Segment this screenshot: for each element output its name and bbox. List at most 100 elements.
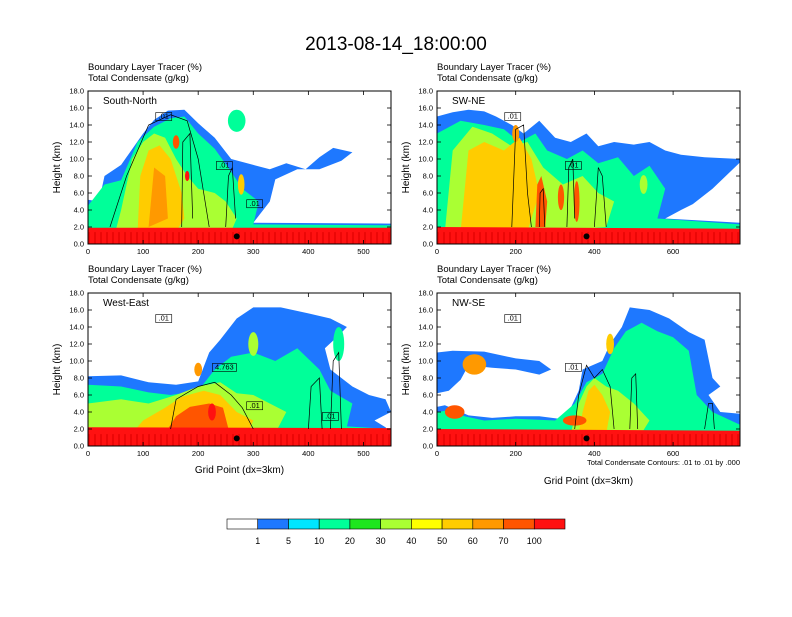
- surface-stripe: [569, 434, 571, 446]
- surface-stripe: [599, 232, 601, 244]
- surface-stripe: [719, 434, 721, 446]
- colorbar-swatch: [257, 518, 289, 530]
- surface-stripe: [539, 232, 541, 244]
- surface-stripe: [671, 232, 673, 244]
- surface-stripe: [695, 232, 697, 244]
- tracer-layer-5: [578, 384, 611, 434]
- colorbar-label: 30: [376, 536, 386, 546]
- colorbar-label: 40: [406, 536, 416, 546]
- surface-stripe: [593, 434, 595, 446]
- surface-stripe: [274, 232, 276, 244]
- surface-stripe: [214, 232, 216, 244]
- surface-stripe: [491, 434, 493, 446]
- surface-stripe: [100, 434, 102, 446]
- surface-stripe: [310, 232, 312, 244]
- surface-stripe: [671, 434, 673, 446]
- y-tick-label: 18.0: [418, 289, 433, 298]
- x-tick-label: 200: [509, 247, 522, 256]
- panel-frame: [436, 292, 741, 447]
- y-tick-label: 8.0: [74, 172, 84, 181]
- surface-stripe: [731, 232, 733, 244]
- colorbar-label: 1: [255, 536, 260, 546]
- colorbar-swatch: [318, 518, 351, 530]
- surface-stripe: [196, 434, 198, 446]
- y-tick-label: 2.0: [74, 425, 84, 434]
- contour-label: .01: [219, 161, 229, 170]
- contour-label: .01: [568, 161, 578, 170]
- surface-stripe: [551, 232, 553, 244]
- y-tick-label: 12.0: [69, 138, 84, 147]
- surface-stripe: [479, 232, 481, 244]
- surface-stripe: [491, 232, 493, 244]
- surface-stripe: [112, 434, 114, 446]
- surface-stripe: [713, 434, 715, 446]
- surface-stripe: [292, 232, 294, 244]
- surface-stripe: [382, 232, 384, 244]
- surface-stripe: [184, 434, 186, 446]
- surface-stripe: [509, 434, 511, 446]
- surface-stripe: [118, 232, 120, 244]
- contour-label: .01: [249, 401, 259, 410]
- contour-label: .01: [568, 363, 578, 372]
- tracer-cell-1: [462, 354, 487, 375]
- y-tick-label: 16.0: [418, 104, 433, 113]
- surface-stripe: [148, 232, 150, 244]
- contour-label-box: [565, 161, 582, 170]
- surface-stripe: [190, 434, 192, 446]
- surface-stripe: [202, 434, 204, 446]
- contour-label-box: [246, 401, 263, 411]
- y-tick-label: 12.0: [418, 138, 433, 147]
- condensate-contour-2: [308, 377, 323, 430]
- panel-frame: [87, 292, 392, 447]
- tracer-layer-4: [460, 137, 540, 232]
- contour-label-box: [246, 199, 263, 209]
- colorbar-swatch: [472, 518, 504, 530]
- x-tick-label: 0: [86, 247, 90, 256]
- contour-note: Total Condensate Contours: .01 to .01 by…: [587, 458, 740, 467]
- surface-stripe: [250, 434, 252, 446]
- y-tick-label: 8.0: [423, 172, 433, 181]
- panel-subtitle-condensate: Total Condensate (g/kg): [88, 275, 189, 286]
- surface-stripe: [88, 232, 90, 244]
- surface-stripe: [334, 232, 336, 244]
- condensate-contour-1: [170, 381, 254, 430]
- condensate-contour-1: [574, 364, 615, 430]
- surface-stripe: [292, 434, 294, 446]
- y-tick-label: 8.0: [423, 374, 433, 383]
- surface-stripe: [605, 232, 607, 244]
- tracer-cell-3: [185, 170, 190, 182]
- surface-stripe: [262, 434, 264, 446]
- surface-stripe: [455, 434, 457, 446]
- tracer-field: [88, 91, 391, 244]
- surface-stripe: [244, 434, 246, 446]
- tracer-cell-3: [606, 333, 614, 355]
- y-tick-label: 4.0: [423, 206, 433, 215]
- y-tick-label: 6.0: [423, 391, 433, 400]
- tracer-cell-1: [557, 184, 565, 211]
- surface-stripe: [388, 434, 390, 446]
- surface-stripe: [581, 232, 583, 244]
- surface-stripe: [569, 232, 571, 244]
- surface-stripe: [112, 232, 114, 244]
- surface-stripe: [737, 232, 739, 244]
- panel-frame: [436, 90, 741, 245]
- surface-stripe: [611, 434, 613, 446]
- contour-label-box: [504, 314, 522, 323]
- surface-stripe: [352, 434, 354, 446]
- condensate-contour-2: [225, 167, 236, 228]
- surface-stripe: [196, 232, 198, 244]
- condensate-contour-2: [629, 372, 639, 430]
- surface-stripe: [280, 434, 282, 446]
- surface-stripe: [346, 232, 348, 244]
- x-tick-label: 300: [247, 247, 260, 256]
- surface-stripe: [539, 434, 541, 446]
- tracer-cell-4: [237, 174, 245, 195]
- surface-stripe: [130, 434, 132, 446]
- tracer-layer-3: [437, 322, 740, 434]
- surface-stripe: [443, 434, 445, 446]
- surface-stripe: [593, 232, 595, 244]
- colorbar-label: 20: [345, 536, 355, 546]
- surface-stripe: [485, 434, 487, 446]
- colorbar-label: 100: [527, 536, 542, 546]
- surface-stripe: [340, 232, 342, 244]
